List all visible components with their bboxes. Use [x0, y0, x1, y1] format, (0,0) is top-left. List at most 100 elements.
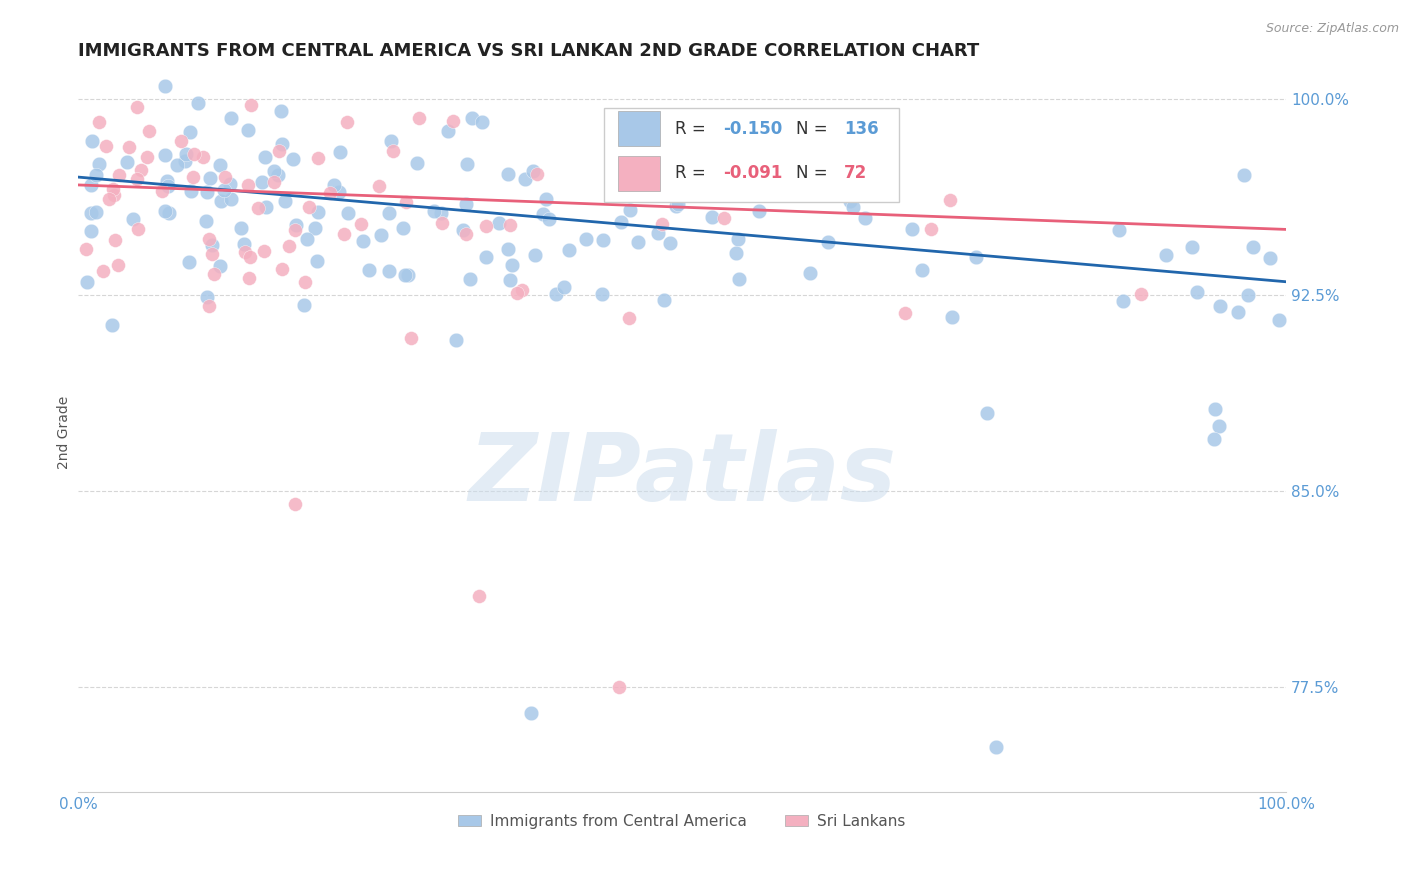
Point	[156, 174, 179, 188]
Point	[252, 244, 274, 259]
Text: -0.150: -0.150	[723, 120, 782, 137]
Point	[209, 194, 232, 208]
Point	[1130, 287, 1153, 301]
Point	[103, 187, 125, 202]
Point	[238, 178, 260, 192]
FancyBboxPatch shape	[619, 112, 661, 145]
FancyBboxPatch shape	[619, 156, 661, 191]
Point	[799, 266, 821, 280]
Point	[1209, 299, 1232, 313]
Point	[250, 175, 273, 189]
Point	[350, 217, 373, 231]
Point	[212, 183, 235, 197]
Point	[195, 185, 218, 199]
Point	[574, 231, 596, 245]
Point	[195, 213, 218, 227]
Point	[278, 239, 301, 253]
Point	[461, 111, 484, 125]
Point	[920, 222, 942, 236]
Point	[853, 211, 876, 225]
Point	[153, 204, 176, 219]
Point	[748, 204, 770, 219]
Point	[522, 163, 544, 178]
Text: -0.091: -0.091	[723, 164, 783, 183]
Text: R =: R =	[675, 164, 711, 183]
Point	[1208, 418, 1230, 433]
Point	[155, 148, 177, 162]
Point	[292, 297, 315, 311]
Point	[153, 78, 176, 93]
Text: 136: 136	[844, 120, 879, 137]
Point	[378, 206, 401, 220]
Point	[1227, 304, 1250, 318]
Point	[233, 245, 256, 260]
Point	[396, 268, 419, 282]
Point	[195, 289, 218, 303]
Point	[727, 232, 749, 246]
Point	[263, 164, 285, 178]
Text: N =: N =	[796, 120, 832, 137]
Point	[984, 740, 1007, 755]
Point	[456, 157, 478, 171]
Point	[328, 185, 350, 199]
Point	[97, 192, 120, 206]
Point	[368, 179, 391, 194]
Point	[1108, 223, 1130, 237]
Point	[239, 97, 262, 112]
Point	[546, 286, 568, 301]
Point	[84, 204, 107, 219]
Point	[323, 178, 346, 193]
Point	[468, 589, 491, 603]
Text: R =: R =	[675, 120, 711, 137]
Point	[607, 681, 630, 695]
Point	[239, 251, 262, 265]
Point	[456, 227, 478, 241]
Point	[187, 96, 209, 111]
Point	[297, 200, 319, 214]
Point	[269, 145, 291, 159]
Point	[392, 221, 415, 235]
Point	[1112, 294, 1135, 309]
Point	[536, 192, 558, 206]
Point	[284, 218, 307, 232]
Point	[498, 242, 520, 256]
Text: ZIPatlas: ZIPatlas	[468, 429, 896, 521]
Point	[941, 310, 963, 324]
Point	[209, 259, 232, 273]
Point	[270, 103, 292, 118]
Point	[498, 218, 520, 232]
Point	[122, 211, 145, 226]
Point	[104, 233, 127, 247]
Point	[370, 227, 392, 242]
Point	[395, 194, 418, 209]
Point	[129, 163, 152, 178]
Point	[488, 216, 510, 230]
Point	[1258, 251, 1281, 265]
Point	[1268, 313, 1291, 327]
Point	[610, 215, 633, 229]
Point	[329, 145, 352, 160]
Point	[80, 134, 103, 148]
Point	[475, 250, 498, 264]
Point	[80, 206, 103, 220]
Point	[271, 136, 294, 151]
Point	[284, 223, 307, 237]
Point	[817, 235, 839, 249]
Point	[80, 224, 103, 238]
Point	[271, 262, 294, 277]
Point	[451, 223, 474, 237]
Point	[238, 271, 260, 285]
Point	[177, 255, 200, 269]
Point	[839, 194, 862, 208]
Point	[591, 287, 613, 301]
Point	[127, 221, 149, 235]
Point	[198, 299, 221, 313]
Point	[357, 263, 380, 277]
Point	[1187, 285, 1209, 299]
Point	[538, 211, 561, 226]
Point	[1241, 240, 1264, 254]
Point	[170, 134, 193, 148]
Text: IMMIGRANTS FROM CENTRAL AMERICA VS SRI LANKAN 2ND GRADE CORRELATION CHART: IMMIGRANTS FROM CENTRAL AMERICA VS SRI L…	[79, 42, 980, 60]
Point	[526, 167, 548, 181]
Point	[911, 263, 934, 277]
